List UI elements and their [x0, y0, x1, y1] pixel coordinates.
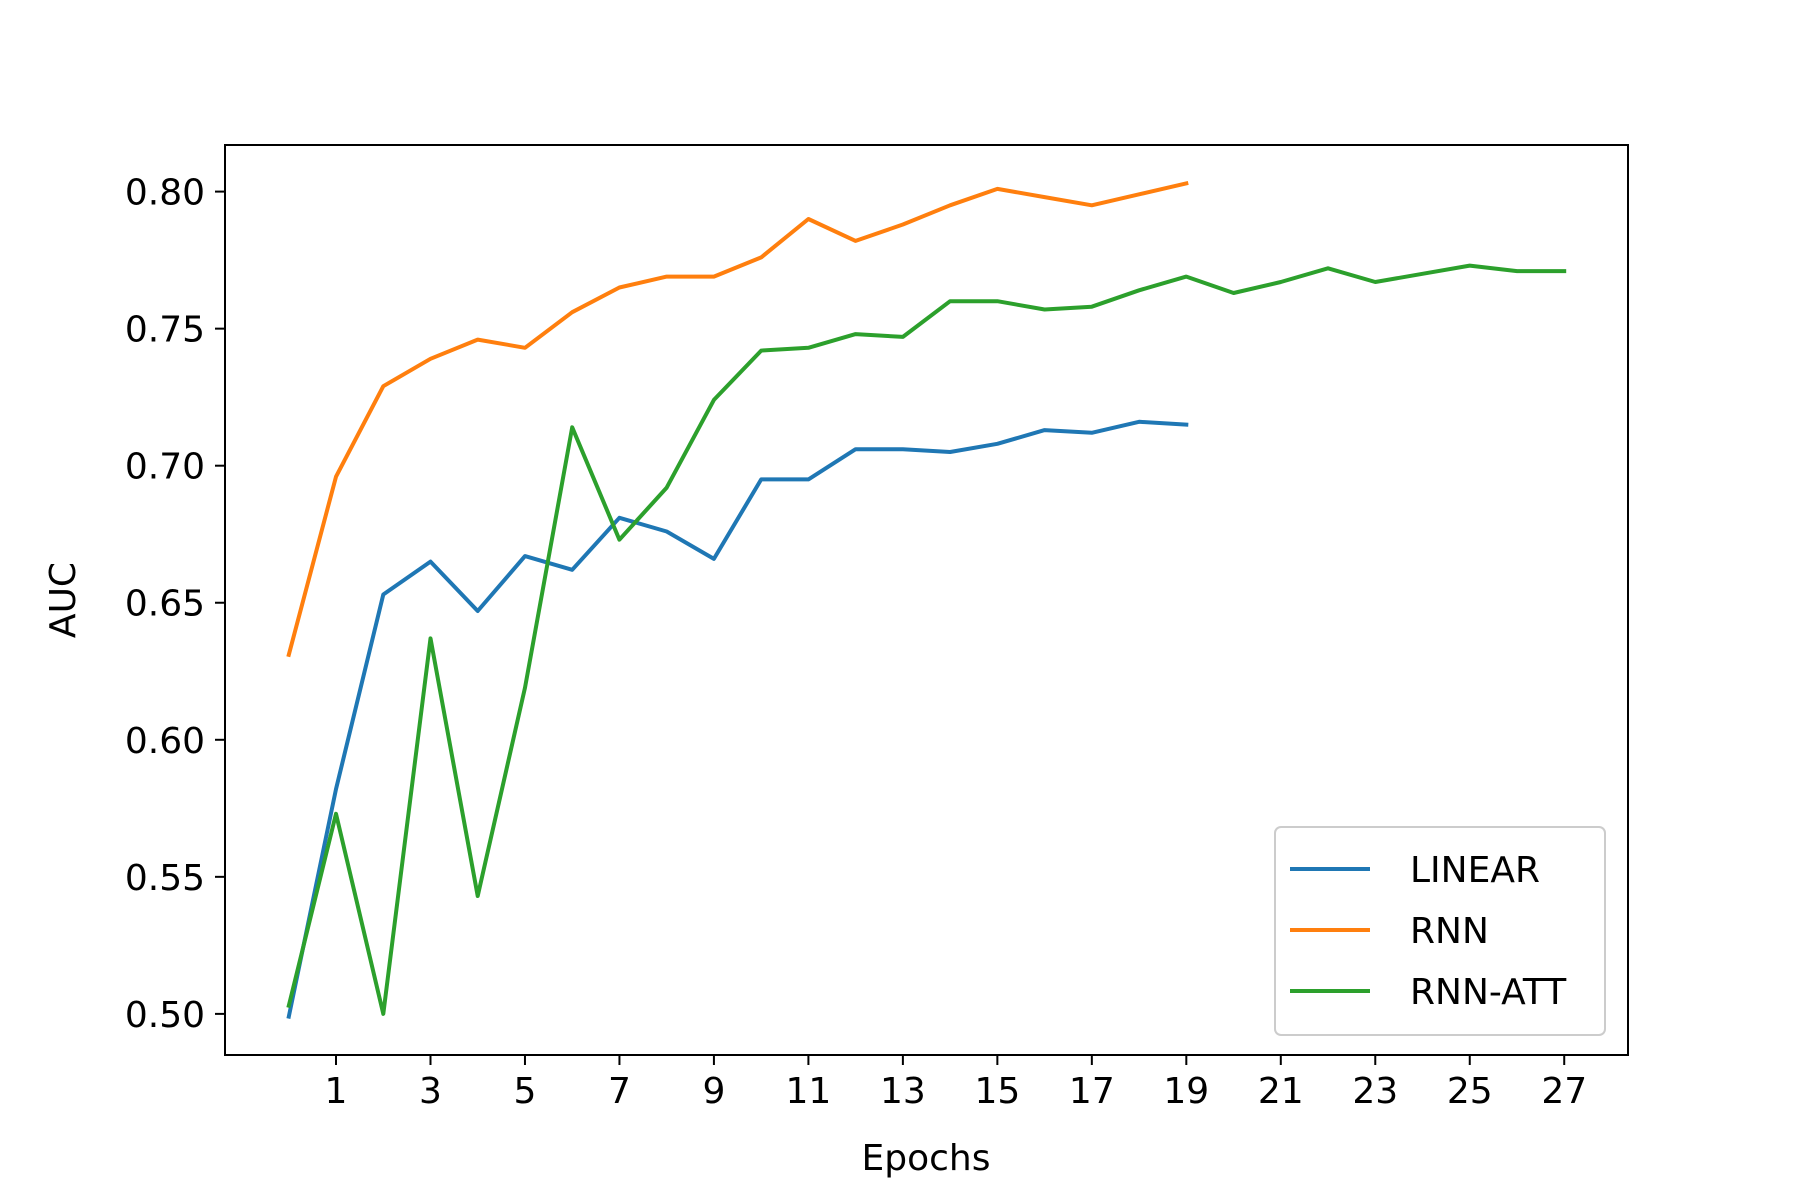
y-tick-label: 0.50 — [125, 995, 205, 1036]
series-line-rnn — [286, 181, 1189, 658]
x-tick-label: 13 — [880, 1071, 926, 1112]
x-tick-label: 27 — [1541, 1071, 1587, 1112]
x-tick-label: 21 — [1258, 1071, 1304, 1112]
series-line-rnn-att — [286, 263, 1567, 1016]
legend-label-linear: LINEAR — [1410, 850, 1540, 891]
y-tick-label: 0.70 — [125, 447, 205, 488]
legend-box — [1274, 826, 1606, 1036]
x-tick-label: 19 — [1163, 1071, 1209, 1112]
x-axis: 1 3 5 7 9 11 13 15 17 19 21 23 25 27 — [325, 1055, 1587, 1112]
legend-label-rnn-att: RNN-ATT — [1410, 972, 1567, 1013]
y-tick-label: 0.60 — [125, 721, 205, 762]
plot-frame — [224, 144, 1629, 1056]
x-tick-label: 5 — [514, 1071, 537, 1112]
legend: LINEAR RNN RNN-ATT — [1274, 826, 1606, 1036]
legend-label-rnn: RNN — [1410, 911, 1489, 952]
x-axis-title: Epochs — [862, 1138, 991, 1179]
x-tick-label: 17 — [1069, 1071, 1115, 1112]
x-tick-label: 9 — [702, 1071, 725, 1112]
x-tick-label: 3 — [419, 1071, 442, 1112]
y-axis-title: AUC — [43, 562, 84, 638]
y-tick-label: 0.80 — [125, 173, 205, 214]
y-tick-label: 0.55 — [125, 858, 205, 899]
y-axis: 0.50 0.55 0.60 0.65 0.70 0.75 0.80 — [125, 173, 225, 1036]
y-tick-label: 0.75 — [125, 310, 205, 351]
x-tick-label: 1 — [325, 1071, 348, 1112]
x-tick-label: 7 — [608, 1071, 631, 1112]
series-line-linear — [286, 419, 1189, 1019]
series-layer — [286, 181, 1567, 1019]
x-tick-label: 25 — [1447, 1071, 1493, 1112]
x-tick-label: 11 — [785, 1071, 831, 1112]
x-tick-label: 15 — [974, 1071, 1020, 1112]
x-tick-label: 23 — [1352, 1071, 1398, 1112]
y-tick-label: 0.65 — [125, 584, 205, 625]
